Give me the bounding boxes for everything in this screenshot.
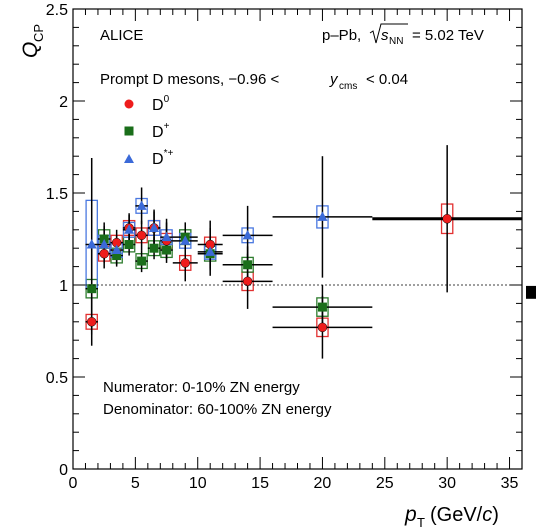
y-tick-label: 1 — [59, 278, 68, 295]
marker-d0 — [136, 230, 147, 241]
marker-d0 — [317, 322, 328, 333]
y-tick-label: 0.5 — [46, 370, 68, 387]
experiment-label: ALICE — [100, 27, 143, 44]
x-tick-label: 30 — [438, 475, 456, 492]
markers-layer — [86, 200, 452, 333]
marker-dstar — [99, 239, 110, 249]
tick-labels-layer: 0 5 10 15 20 25 30 35 0 0.5 1 1.5 2 2.5 — [46, 2, 519, 492]
svg-text:CP: CP — [31, 24, 46, 42]
marker-d0 — [442, 214, 452, 224]
x-tick-label: 25 — [376, 475, 394, 492]
marker-dstar — [124, 224, 135, 234]
x-tick-label: 10 — [189, 475, 207, 492]
y-tick-label: 1.5 — [46, 186, 68, 203]
x-axis-title: p T (GeV/c) — [404, 503, 499, 530]
marker-dstar — [180, 235, 191, 245]
y-tick-label: 2.5 — [46, 2, 68, 19]
svg-text:Prompt D mesons, −0.96 <: Prompt D mesons, −0.96 < — [100, 71, 279, 88]
svg-text:T: T — [417, 515, 425, 530]
svg-text:Q: Q — [19, 42, 42, 58]
energy-value: = 5.02 TeV — [412, 27, 484, 44]
marker-dplus — [99, 234, 109, 244]
svg-text:= 5.02 TeV: = 5.02 TeV — [412, 27, 484, 44]
marker-d0 — [99, 248, 109, 259]
axes-frame-layer — [72, 8, 536, 470]
svg-text:p–Pb,: p–Pb, — [322, 27, 361, 44]
x-tick-label: 35 — [501, 475, 519, 492]
rapidity-symbol: y — [329, 71, 339, 88]
x-tick-label: 20 — [314, 475, 332, 492]
svg-text:p: p — [404, 503, 417, 526]
marker-dplus — [87, 284, 97, 294]
marker-dplus — [124, 240, 134, 250]
marker-dplus — [112, 251, 122, 261]
marker-d0 — [86, 317, 97, 327]
svg-text:s: s — [381, 27, 389, 44]
denominator-label: Denominator: 60-100% ZN energy — [103, 401, 332, 418]
svg-text:NN: NN — [389, 36, 403, 47]
marker-dstar — [149, 222, 160, 232]
rapidity-subscript: cms — [339, 81, 357, 92]
legend-marker-dplus — [124, 126, 134, 136]
marker-d0 — [180, 258, 190, 268]
system-energy-label: p–Pb, s NN = 5.02 TeV — [322, 23, 484, 47]
y-tick-label: 2 — [59, 94, 68, 111]
marker-dplus — [149, 243, 159, 253]
selection-label: Prompt D mesons, −0.96 < y cms < 0.04 — [100, 71, 408, 92]
y-tick-label: 0 — [59, 462, 68, 479]
legend-marker-dstar — [124, 154, 134, 163]
marker-d0 — [242, 276, 253, 287]
global-uncertainty-box — [526, 285, 536, 299]
marker-dplus — [243, 260, 253, 270]
energy-subscript: NN — [389, 36, 403, 47]
numerator-label: Numerator: 0-10% ZN energy — [103, 379, 300, 396]
marker-dplus — [162, 245, 172, 255]
rapidity-upper: < 0.04 — [366, 71, 408, 88]
sqrt-sign — [369, 23, 408, 44]
legend: D0 D+ D*+ — [124, 94, 173, 168]
system-label: p–Pb, — [322, 27, 361, 44]
svg-text:< 0.04: < 0.04 — [366, 71, 408, 88]
marker-dstar — [136, 200, 147, 210]
marker-dstar — [161, 231, 172, 242]
legend-label-dstar: D*+ — [152, 148, 173, 168]
svg-text:y: y — [329, 71, 339, 88]
legend-label-d0: D0 — [152, 94, 170, 114]
x-tick-label: 5 — [131, 475, 140, 492]
legend-marker-d0 — [124, 99, 134, 109]
marker-dplus — [137, 256, 147, 266]
x-tick-label: 15 — [251, 475, 269, 492]
marker-dstar — [86, 239, 97, 249]
marker-dstar — [205, 246, 216, 256]
y-axis-title: Q CP — [19, 24, 46, 58]
marker-dstar — [111, 244, 122, 255]
marker-dplus — [317, 302, 327, 312]
svg-text:cms: cms — [339, 81, 357, 92]
svg-text:(GeV/c): (GeV/c) — [430, 504, 499, 526]
x-tick-label: 0 — [69, 475, 78, 492]
marker-dstar — [317, 211, 328, 221]
legend-label-dplus: D+ — [152, 121, 170, 141]
energy-symbol: s — [381, 27, 389, 44]
marker-dstar — [242, 229, 253, 240]
